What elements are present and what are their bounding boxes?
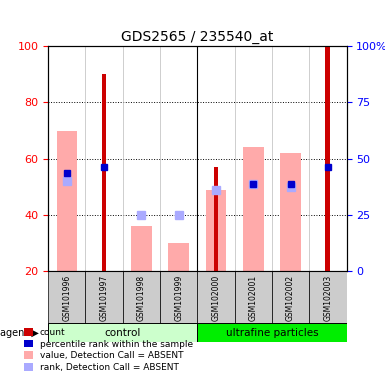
Text: ultrafine particles: ultrafine particles — [226, 328, 318, 338]
FancyBboxPatch shape — [48, 271, 85, 324]
Bar — [243, 147, 263, 271]
FancyBboxPatch shape — [309, 271, 346, 324]
Legend: count, percentile rank within the sample, value, Detection Call = ABSENT, rank, : count, percentile rank within the sample… — [20, 324, 196, 376]
FancyBboxPatch shape — [48, 323, 197, 342]
Title: GDS2565 / 235540_at: GDS2565 / 235540_at — [121, 30, 273, 44]
Text: GSM102002: GSM102002 — [286, 275, 295, 321]
Text: GSM102001: GSM102001 — [249, 275, 258, 321]
Bar — [206, 190, 226, 271]
FancyBboxPatch shape — [123, 271, 160, 324]
Text: GSM101999: GSM101999 — [174, 275, 183, 321]
Text: GSM102000: GSM102000 — [211, 275, 221, 321]
Text: agent ▶: agent ▶ — [0, 328, 39, 338]
Bar — [57, 131, 77, 271]
Text: GSM102003: GSM102003 — [323, 275, 332, 321]
FancyBboxPatch shape — [85, 271, 123, 324]
FancyBboxPatch shape — [160, 271, 197, 324]
Bar — [325, 46, 330, 271]
Bar — [168, 243, 189, 271]
Text: GSM101998: GSM101998 — [137, 275, 146, 321]
Text: GSM101996: GSM101996 — [62, 275, 71, 321]
FancyBboxPatch shape — [197, 271, 234, 324]
FancyBboxPatch shape — [197, 323, 346, 342]
Text: GSM101997: GSM101997 — [100, 275, 109, 321]
Text: control: control — [105, 328, 141, 338]
Bar — [280, 153, 301, 271]
FancyBboxPatch shape — [234, 271, 272, 324]
Bar — [102, 74, 107, 271]
FancyBboxPatch shape — [272, 271, 309, 324]
Bar — [214, 167, 218, 271]
Bar — [131, 226, 152, 271]
